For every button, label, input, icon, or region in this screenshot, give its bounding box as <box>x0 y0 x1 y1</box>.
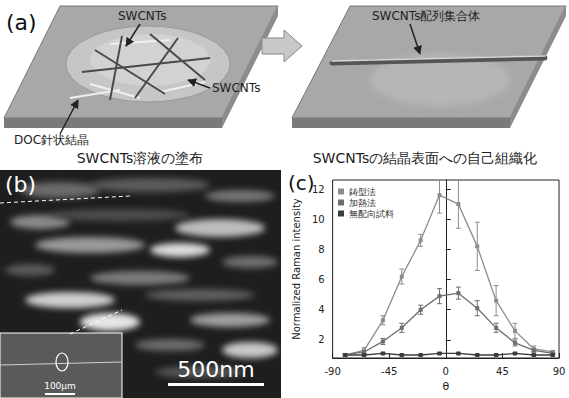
svg-text:(c): (c) <box>288 171 315 195</box>
svg-text:2: 2 <box>318 334 324 345</box>
svg-text:-45: -45 <box>381 366 397 377</box>
svg-text:SWCNTs: SWCNTs <box>118 9 166 23</box>
svg-text:θ: θ <box>442 380 449 393</box>
svg-text:(b): (b) <box>5 172 36 197</box>
svg-text:(a): (a) <box>6 10 37 35</box>
svg-text:加熱法: 加熱法 <box>349 198 376 208</box>
svg-text:0: 0 <box>443 366 449 377</box>
svg-text:500nm: 500nm <box>177 357 254 382</box>
svg-text:-90: -90 <box>324 366 340 377</box>
svg-text:10: 10 <box>312 214 325 225</box>
svg-text:SWCNTs配列集合体: SWCNTs配列集合体 <box>372 9 480 23</box>
svg-text:Normalized Raman intensity: Normalized Raman intensity <box>291 198 302 340</box>
svg-text:12: 12 <box>311 183 325 195</box>
svg-text:SWCNTs: SWCNTs <box>212 81 260 95</box>
svg-text:SWCNTs溶液の塗布: SWCNTs溶液の塗布 <box>77 150 204 166</box>
svg-text:90: 90 <box>553 366 566 377</box>
svg-text:無配向試料: 無配向試料 <box>349 209 394 219</box>
svg-text:SWCNTsの結晶表面への自己組織化: SWCNTsの結晶表面への自己組織化 <box>313 150 538 166</box>
svg-text:6: 6 <box>318 274 324 285</box>
svg-text:8: 8 <box>318 244 324 255</box>
svg-text:100μm: 100μm <box>44 381 76 391</box>
svg-text:DOC針状結晶: DOC針状結晶 <box>14 133 89 147</box>
svg-text:45: 45 <box>496 366 509 377</box>
svg-text:4: 4 <box>318 304 324 315</box>
svg-text:鋳型法: 鋳型法 <box>349 187 376 197</box>
